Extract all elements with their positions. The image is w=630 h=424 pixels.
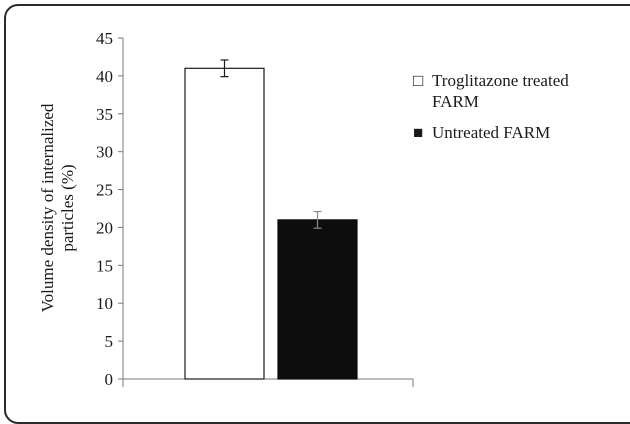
legend-marker-untreated-icon: ■ xyxy=(413,123,423,142)
y-axis-label-line-1: Volume density of internalized xyxy=(38,103,57,312)
bars xyxy=(184,59,358,380)
y-tick-label: 30 xyxy=(96,143,113,162)
y-tick-label: 0 xyxy=(105,370,114,389)
y-axis-label: Volume density of internalized particles… xyxy=(38,103,77,312)
y-axis-label-line-2: particles (%) xyxy=(58,164,77,251)
legend-label-untreated: Untreated FARM xyxy=(432,123,550,142)
y-tick-label: 35 xyxy=(96,105,113,124)
bar-chart: 0 5 10 15 20 25 30 35 40 45 Volume density of int… xyxy=(38,29,569,389)
bar-untreated xyxy=(277,219,358,380)
y-tick-label: 40 xyxy=(96,67,113,86)
y-tick-label: 5 xyxy=(105,332,114,351)
y-axis: 0 5 10 15 20 25 30 35 40 45 xyxy=(96,29,414,389)
y-tick-label: 20 xyxy=(96,218,113,237)
legend: □ Troglitazone treated FARM ■ Untreated … xyxy=(413,71,569,142)
y-tick-label: 45 xyxy=(96,29,113,48)
legend-label-treated-line-2: FARM xyxy=(432,92,479,111)
legend-label-treated-line-1: Troglitazone treated xyxy=(432,71,569,90)
y-tick-label: 10 xyxy=(96,294,113,313)
y-tick-label: 15 xyxy=(96,256,113,275)
bar-troglitazone-treated xyxy=(184,67,265,380)
legend-marker-treated-icon: □ xyxy=(413,71,423,90)
y-tick-label: 25 xyxy=(96,181,113,200)
